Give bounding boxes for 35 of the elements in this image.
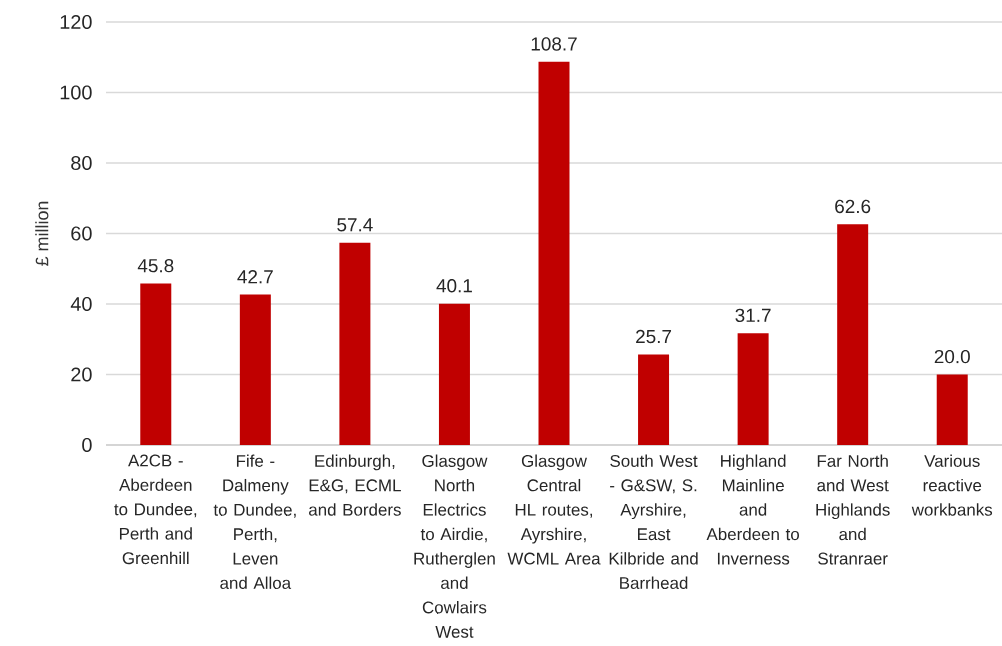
bar: [239, 294, 271, 445]
data-label: 45.8: [137, 258, 174, 273]
y-tick-label: 80: [71, 155, 92, 171]
x-tick-label: South West - G&SW, S. Ayrshire, East Kilbride and Barrhead: [609, 454, 698, 590]
bar: [538, 61, 570, 445]
bar: [438, 303, 470, 445]
x-tick-label: Fife - Dalmeny to Dundee, Perth, Leven and Alloa: [213, 454, 296, 590]
bar: [837, 224, 869, 445]
data-label: 57.4: [337, 218, 373, 232]
bar: [140, 283, 172, 445]
data-label: 108.7: [531, 37, 577, 51]
data-label: 25.7: [636, 329, 672, 344]
bar: [737, 333, 769, 445]
y-axis-title: £ million: [35, 201, 49, 266]
data-label: 42.7: [237, 270, 273, 284]
x-tick-label: A2CB - Aberdeen to Dundee, Perth and Greenhill: [114, 454, 197, 565]
x-tick-label: Glasgow North Electrics to Airdie, Rutherglen and Cowlairs West: [414, 454, 495, 638]
data-label: 20.0: [934, 349, 970, 364]
y-tick-label: 100: [60, 85, 92, 100]
data-label: 31.7: [735, 308, 771, 323]
y-tick-label: 120: [60, 14, 92, 30]
x-tick-label: Highland Mainline and Aberdeen to Inverness: [706, 454, 799, 565]
bar: [638, 354, 670, 445]
bar: [936, 374, 968, 445]
data-label: 62.6: [835, 199, 871, 214]
x-tick-label: Various reactive workbanks: [911, 454, 993, 516]
x-tick-label: Edinburgh, E&G, ECML and Borders: [309, 454, 401, 516]
x-tick-label: Far North and West Highlands and Stranraer: [816, 454, 890, 565]
y-tick-label: 40: [70, 296, 92, 312]
y-tick-label: 60: [71, 226, 92, 241]
x-tick-label: Glasgow Central HL routes, Ayrshire, WCML Area: [507, 454, 601, 565]
data-label: 40.1: [436, 279, 472, 293]
bar: [339, 242, 371, 445]
y-tick-label: 20: [71, 367, 92, 382]
y-tick-label: 0: [82, 437, 92, 453]
